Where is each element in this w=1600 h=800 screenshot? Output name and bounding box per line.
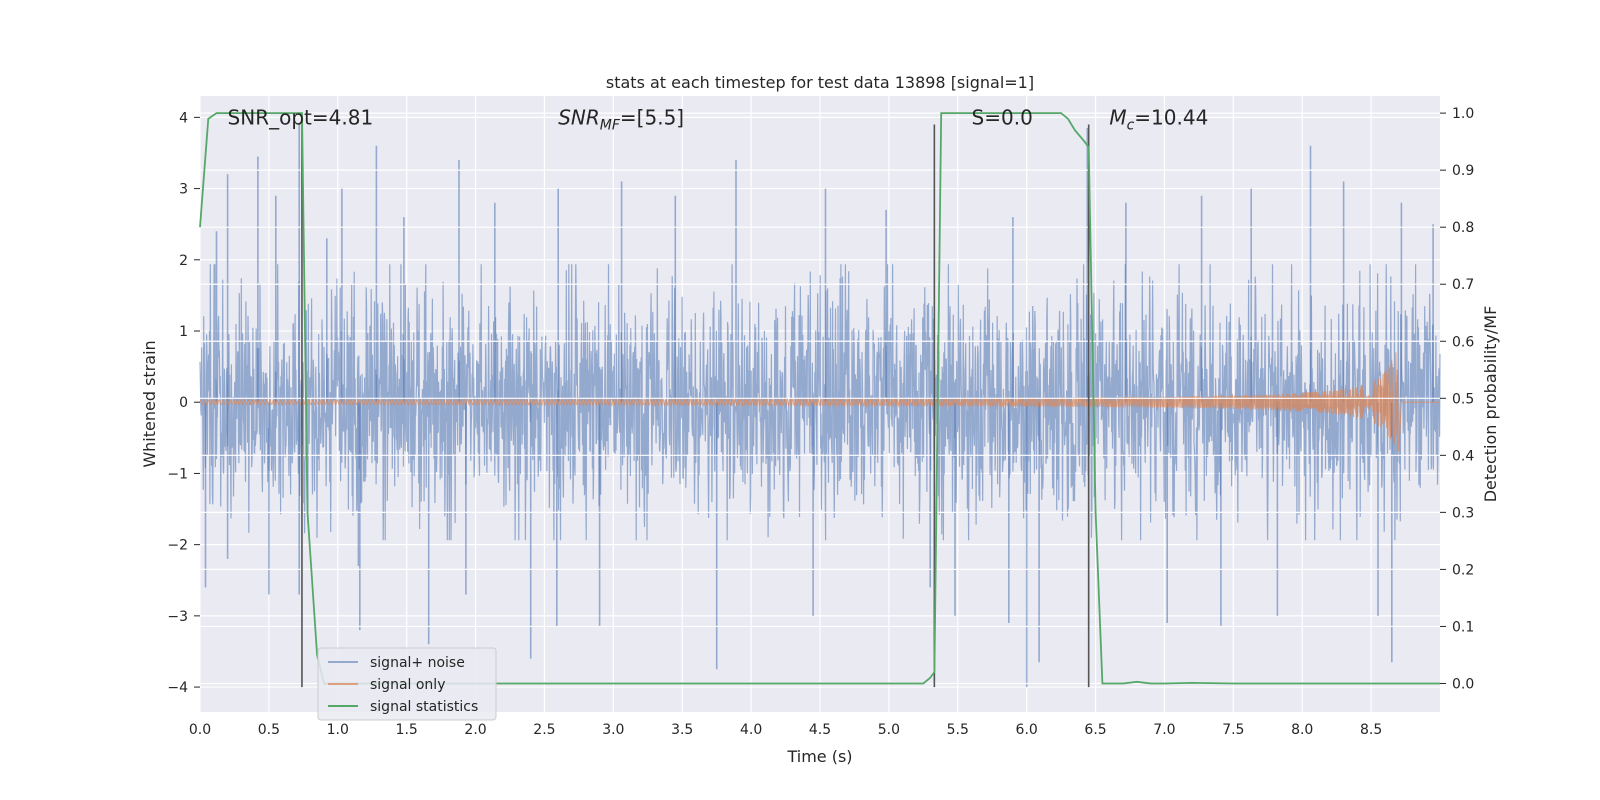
y-left-tick-label: −2 [167, 538, 188, 554]
y-right-tick-label: 0.4 [1452, 448, 1474, 464]
y-left-tick-label: 1 [179, 324, 188, 340]
y-left-tick-label: −3 [167, 609, 188, 625]
y-left-axis-label: Whitened strain [140, 340, 159, 467]
x-tick-label: 4.5 [809, 722, 831, 738]
x-tick-label: 7.5 [1222, 722, 1244, 738]
y-left-tick-label: −1 [167, 466, 188, 482]
legend-label-signal-only: signal only [370, 677, 445, 693]
legend-box [317, 647, 497, 721]
legend: signal+ noise signal only signal statist… [317, 647, 497, 721]
x-tick-label: 4.0 [740, 722, 762, 738]
y-right-tick-label: 0.3 [1452, 505, 1474, 521]
x-tick-label: 3.0 [602, 722, 624, 738]
series-signal-only [199, 352, 1440, 452]
series-signal-statistics [199, 112, 1440, 685]
y-right-tick-label: 0.8 [1452, 220, 1474, 236]
x-tick-label: 8.0 [1291, 722, 1313, 738]
x-tick-label: 6.0 [1016, 722, 1038, 738]
y-right-tick-label: 0.9 [1452, 163, 1474, 179]
y-right-tick-label: 0.6 [1452, 334, 1474, 350]
annotation-2: SNRMF=[5.5] [558, 105, 684, 133]
x-tick-label: 8.5 [1360, 722, 1382, 738]
x-tick-label: 0.5 [258, 722, 280, 738]
x-tick-label: 7.0 [1153, 722, 1175, 738]
x-tick-label: 1.0 [327, 722, 349, 738]
x-tick-label: 3.5 [671, 722, 693, 738]
x-tick-label: 6.5 [1084, 722, 1106, 738]
annotation-1: SNR_opt=4.81 [228, 105, 374, 129]
y-left-axis-ticks: −4 −3 −2 −1 0 1 2 3 4 [167, 110, 200, 696]
y-right-tick-label: 0.5 [1452, 391, 1474, 407]
y-left-tick-label: −4 [167, 680, 188, 696]
y-right-tick-label: 1.0 [1452, 106, 1474, 122]
y-right-tick-label: 0.2 [1452, 562, 1474, 578]
right-axis-gridlines [200, 112, 1440, 685]
x-axis-label: Time (s) [786, 747, 852, 766]
x-tick-label: 2.0 [464, 722, 486, 738]
y-left-tick-label: 3 [179, 182, 188, 198]
x-tick-label: 5.0 [878, 722, 900, 738]
chart-title: stats at each timestep for test data 138… [606, 73, 1034, 92]
annotation-3: S=0.0 [972, 105, 1033, 129]
annotations: SNR_opt=4.81 SNRMF=[5.5] S=0.0 Mc=10.44 [228, 105, 1209, 133]
y-left-tick-label: 0 [179, 395, 188, 411]
y-right-axis-label: Detection probability/MF [1481, 306, 1500, 503]
signal-only-trace [199, 352, 1440, 452]
legend-label-signal-statistics: signal statistics [370, 699, 478, 715]
signal-statistics-trace [199, 112, 1440, 685]
y-right-tick-label: 0.0 [1452, 676, 1474, 692]
y-right-axis-ticks: 0.0 0.1 0.2 0.3 0.4 0.5 0.6 0.7 0.8 0.9 1.0 [1440, 106, 1474, 692]
legend-label-signal-noise: signal+ noise [370, 655, 465, 671]
signal-noise-trace [199, 264, 1441, 541]
annotation-4: Mc=10.44 [1109, 105, 1208, 133]
x-tick-label: 2.5 [533, 722, 555, 738]
y-right-tick-label: 0.7 [1452, 277, 1474, 293]
y-left-tick-label: 4 [179, 110, 188, 126]
x-tick-label: 5.5 [947, 722, 969, 738]
x-axis-ticks: 0.0 0.5 1.0 1.5 2.0 2.5 3.0 3.5 4.0 4.5 5.0 5.5 6.0 6… [189, 722, 1382, 738]
y-left-tick-label: 2 [179, 253, 188, 269]
y-right-tick-label: 0.1 [1452, 619, 1474, 635]
x-tick-label: 0.0 [189, 722, 211, 738]
x-tick-label: 1.5 [396, 722, 418, 738]
series-signal-noise [199, 124, 1441, 688]
vertical-marker-lines [301, 124, 1090, 688]
